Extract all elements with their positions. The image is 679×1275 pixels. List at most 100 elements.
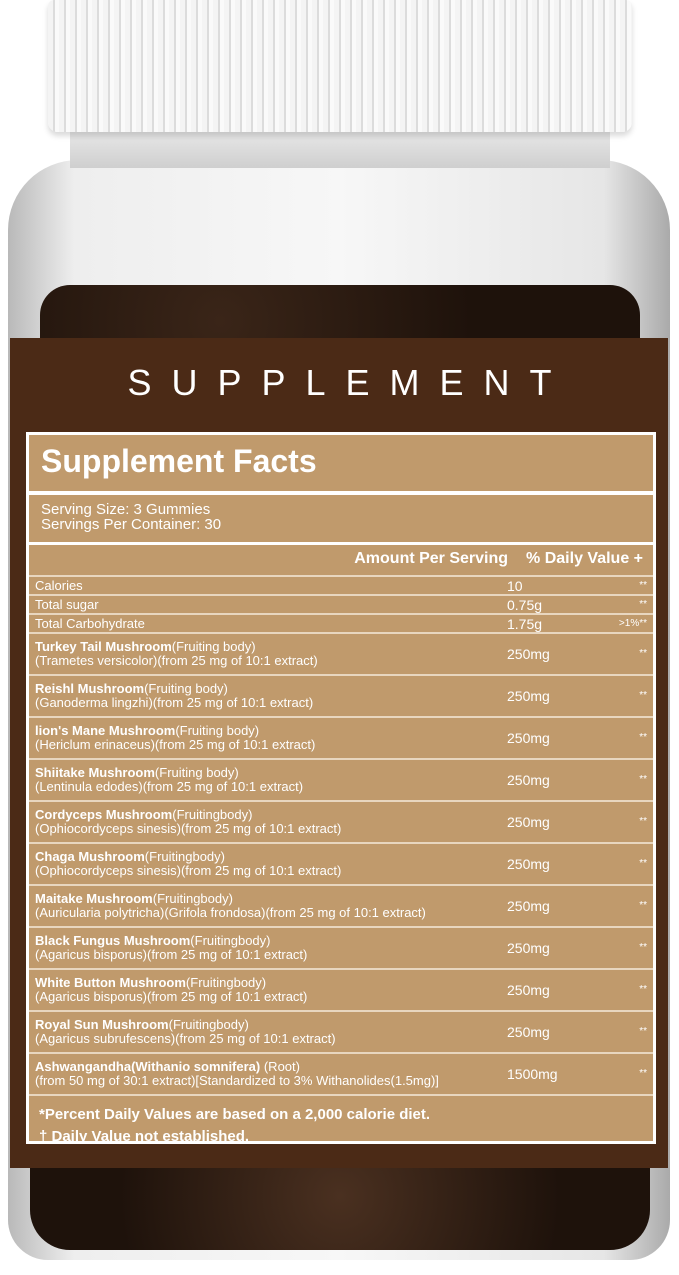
footnotes: *Percent Daily Values are based on a 2,0…	[29, 1096, 653, 1156]
nutrient-amount: 0.75g	[507, 596, 543, 613]
ingredient-dv: **	[639, 1026, 647, 1037]
serving-size: Serving Size: 3 Gummies	[41, 501, 211, 518]
ingredient-title: Chaga Mushroom	[35, 849, 145, 864]
ingredient-name: White Button Mushroom(Fruitingbody) (Agar…	[35, 976, 507, 1004]
ingredient-dv: **	[639, 816, 647, 827]
nutrient-name: Total sugar	[35, 597, 99, 612]
ingredient-amount: 1500mg	[507, 1066, 558, 1082]
nutrient-amount: 10	[507, 577, 523, 594]
ingredient-amount: 250mg	[507, 814, 550, 830]
ingredient-dv: **	[639, 732, 647, 743]
ingredient-row: Black Fungus Mushroom(Fruitingbody) (Agar…	[29, 928, 653, 970]
nutrient-row: Calories 10 **	[29, 577, 653, 596]
ingredient-amount: 250mg	[507, 940, 550, 956]
ingredient-title: Maitake Mushroom	[35, 891, 153, 906]
ingredient-name: lion's Mane Mushroom(Fruiting body) (Heri…	[35, 724, 507, 752]
ingredient-dv: **	[639, 648, 647, 659]
ingredient-title: Cordyceps Mushroom	[35, 807, 173, 822]
ingredient-detail: (Auricularia polytricha)(Grifola frondos…	[35, 905, 426, 920]
ingredient-title: White Button Mushroom	[35, 975, 186, 990]
ingredient-name: Reishl Mushroom(Fruiting body) (Ganoderma…	[35, 682, 507, 710]
serving-info: Serving Size: 3 Gummies Servings Per Con…	[29, 495, 653, 545]
ingredient-amount: 250mg	[507, 982, 550, 998]
nutrient-dv: **	[639, 580, 647, 591]
facts-header: Amount Per Serving % Daily Value +	[29, 545, 653, 577]
ingredient-dv: **	[639, 1068, 647, 1079]
nutrient-row: Total sugar 0.75g **	[29, 596, 653, 615]
ingredient-detail: (Hericlum erinaceus)(from 25 mg of 10:1 …	[35, 737, 316, 752]
ingredient-row: lion's Mane Mushroom(Fruiting body) (Heri…	[29, 718, 653, 760]
supplement-facts-panel: Supplement Facts Serving Size: 3 Gummies…	[26, 432, 656, 1145]
ingredient-part: (Root)	[260, 1059, 300, 1074]
ingredient-row: White Button Mushroom(Fruitingbody) (Agar…	[29, 970, 653, 1012]
ingredient-row: Royal Sun Mushroom(Fruitingbody) (Agaricu…	[29, 1012, 653, 1054]
ingredient-dv: **	[639, 774, 647, 785]
ingredient-title: Black Fungus Mushroom	[35, 933, 191, 948]
ingredient-detail: (Ophiocordyceps sinesis)(from 25 mg of 1…	[35, 863, 342, 878]
ingredient-dv: **	[639, 690, 647, 701]
ingredient-title: Ashwangandha(Withanio somnifera)	[35, 1059, 261, 1074]
ingredient-name: Royal Sun Mushroom(Fruitingbody) (Agaricu…	[35, 1018, 507, 1046]
ingredient-part: (Fruiting body)	[175, 723, 260, 738]
bottle-neck	[70, 128, 610, 168]
ingredient-part: (Fruitingbody)	[185, 975, 267, 990]
ingredient-amount: 250mg	[507, 730, 550, 746]
ingredient-part: (Fruiting body)	[154, 765, 239, 780]
ingredient-dv: **	[639, 984, 647, 995]
ingredient-name: Chaga Mushroom(Fruitingbody) (Ophiocordyc…	[35, 850, 507, 878]
ingredient-detail: (from 50 mg of 30:1 extract)[Standardize…	[35, 1073, 439, 1088]
servings-per-container: Servings Per Container: 30	[41, 516, 222, 533]
brand-text: SUPPLEMENT	[127, 362, 572, 403]
ingredient-detail: (Agaricus bisporus)(from 25 mg of 10:1 e…	[35, 947, 308, 962]
ingredient-name: Shiitake Mushroom(Fruiting body) (Lentinu…	[35, 766, 507, 794]
ingredient-name: Maitake Mushroom(Fruitingbody) (Auricular…	[35, 892, 507, 920]
ingredient-name: Turkey Tail Mushroom(Fruiting body) (Tram…	[35, 640, 507, 668]
ingredient-dv: **	[639, 900, 647, 911]
ingredient-title: Turkey Tail Mushroom	[35, 639, 172, 654]
nutrient-row: Total Carbohydrate 1.75g >1%**	[29, 615, 653, 634]
ingredient-row: Maitake Mushroom(Fruitingbody) (Auricular…	[29, 886, 653, 928]
ingredient-title: Reishl Mushroom	[35, 681, 145, 696]
header-dv: % Daily Value +	[526, 550, 643, 567]
ingredient-title: Royal Sun Mushroom	[35, 1017, 169, 1032]
ingredient-title: lion's Mane Mushroom	[35, 723, 176, 738]
gummies-top	[40, 285, 640, 345]
ingredient-detail: (Lentinula edodes)(from 25 mg of 10:1 ex…	[35, 779, 304, 794]
ingredient-row: Cordyceps Mushroom(Fruitingbody) (Ophioco…	[29, 802, 653, 844]
nutrient-dv: **	[639, 599, 647, 610]
ingredient-amount: 250mg	[507, 646, 550, 662]
ingredient-name: Black Fungus Mushroom(Fruitingbody) (Agar…	[35, 934, 507, 962]
gummies-bottom	[30, 1160, 650, 1250]
ingredient-part: (Fruitingbody)	[168, 1017, 249, 1032]
ingredient-detail: (Agaricus subrufescens)(from 25 mg of 10…	[35, 1031, 336, 1046]
ingredient-dv: **	[639, 942, 647, 953]
ingredient-amount: 250mg	[507, 1024, 550, 1040]
ingredient-amount: 250mg	[507, 856, 550, 872]
ingredient-part: (Fruiting body)	[171, 639, 256, 654]
footnote-percent-dv: *Percent Daily Values are based on a 2,0…	[39, 1106, 431, 1123]
ingredient-detail: (Agaricus bisporus)(from 25 mg of 10:1 e…	[35, 989, 308, 1004]
nutrient-amount: 1.75g	[507, 615, 543, 632]
facts-title: Supplement Facts	[29, 435, 653, 495]
ingredient-detail: (Ophiocordyceps sinesis)(from 25 mg of 1…	[35, 821, 342, 836]
ingredient-row: Turkey Tail Mushroom(Fruiting body) (Tram…	[29, 634, 653, 676]
ingredient-part: (Fruitingbody)	[144, 849, 225, 864]
ingredient-row: Ashwangandha(Withanio somnifera) (Root)(…	[29, 1054, 653, 1096]
ingredient-amount: 250mg	[507, 772, 550, 788]
ingredient-row: Shiitake Mushroom(Fruiting body) (Lentinu…	[29, 760, 653, 802]
bottle-cap	[48, 0, 632, 132]
ingredient-name: Cordyceps Mushroom(Fruitingbody) (Ophioco…	[35, 808, 507, 836]
ingredient-amount: 250mg	[507, 898, 550, 914]
header-amount: Amount Per Serving	[354, 550, 509, 567]
nutrient-dv: >1%**	[618, 618, 647, 629]
ingredient-detail: (Ganoderma lingzhi)(from 25 mg of 10:1 e…	[35, 695, 314, 710]
ingredient-detail: (Trametes versicolor)(from 25 mg of 10:1…	[35, 653, 318, 668]
nutrient-name: Total Carbohydrate	[35, 616, 145, 631]
ingredient-part: (Fruiting body)	[144, 681, 228, 696]
ingredient-part: (Fruitingbody)	[190, 933, 271, 948]
ingredient-amount: 250mg	[507, 688, 550, 704]
ingredient-part: (Fruitingbody)	[172, 807, 253, 822]
ingredient-name: Ashwangandha(Withanio somnifera) (Root)(…	[35, 1060, 507, 1088]
ingredient-part: (Fruitingbody)	[152, 891, 233, 906]
nutrient-name: Calories	[35, 578, 83, 593]
